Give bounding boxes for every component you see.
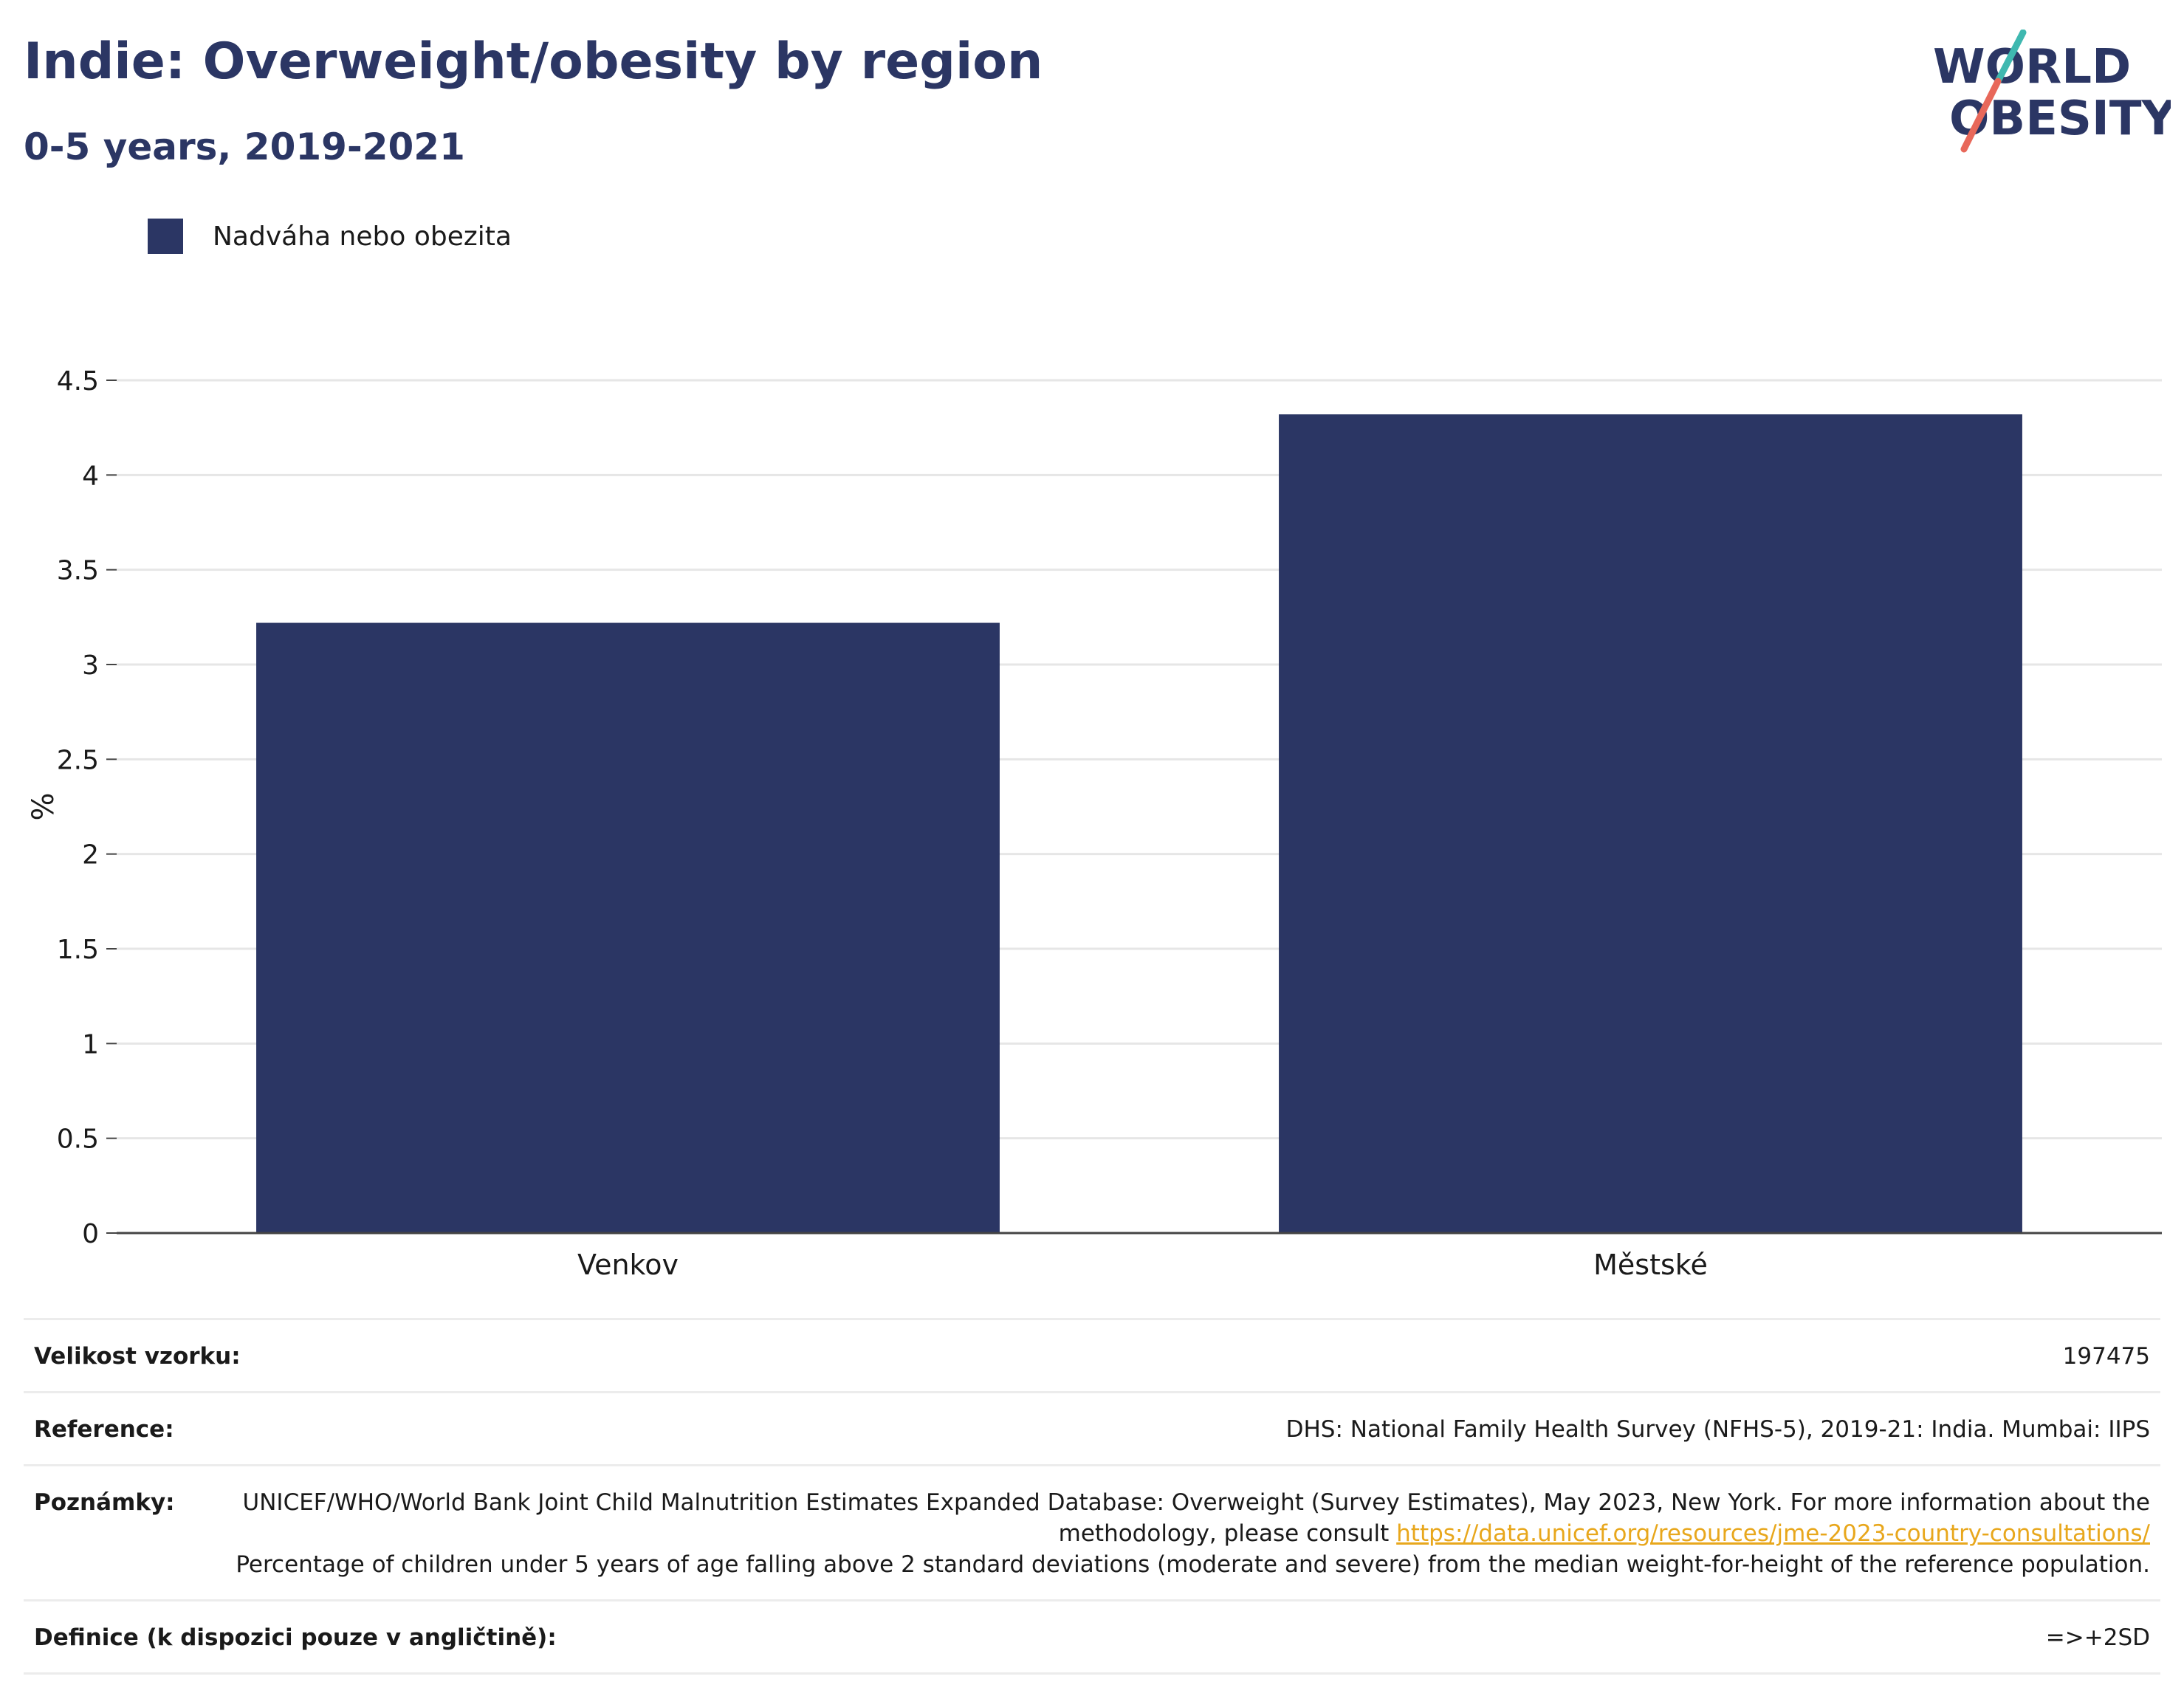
y-tick-label: 1.5 <box>57 935 99 965</box>
definition-label: Definice (k dispozici pouze v angličtině… <box>34 1624 557 1651</box>
logo-stroke-bottom <box>1960 78 2002 153</box>
notes-text-2: Percentage of children under 5 years of … <box>236 1551 2150 1578</box>
y-axis-title: % <box>27 792 61 820</box>
bar-chart: 0 0.5 1 1.5 2 2.5 3 3.5 4 4.5% Venkov Městské <box>27 366 2162 1281</box>
y-tick-label: 2 <box>82 840 99 871</box>
bar-venkov <box>256 622 1000 1233</box>
y-tick-label: 4 <box>82 461 99 491</box>
y-tick-label: 3.5 <box>57 556 99 586</box>
reference-label: Reference: <box>34 1416 174 1443</box>
legend-swatch <box>148 219 183 254</box>
y-tick-label: 2.5 <box>57 745 99 775</box>
info-table: Velikost vzorku: 197475 Reference: DHS: … <box>24 1318 2160 1675</box>
info-row-notes: Poznámky: UNICEF/WHO/World Bank Joint Ch… <box>24 1464 2160 1599</box>
reference-value: DHS: National Family Health Survey (NFHS… <box>1285 1416 2150 1443</box>
sample-label: Velikost vzorku: <box>34 1343 241 1370</box>
notes-text-1: UNICEF/WHO/World Bank Joint Child Malnut… <box>242 1489 2150 1547</box>
x-tick-label: Městské <box>1593 1249 1708 1281</box>
y-tick-label: 4.5 <box>57 366 99 396</box>
info-row-sample: Velikost vzorku: 197475 <box>24 1318 2160 1391</box>
legend-label: Nadváha nebo obezita <box>213 221 512 252</box>
y-tick-label: 3 <box>82 650 99 681</box>
y-tick-label: 1 <box>82 1029 99 1060</box>
world-obesity-logo: WORLD OBESITY <box>1933 30 2171 153</box>
bar-městské <box>1279 414 2022 1234</box>
page-subtitle: 0-5 years, 2019-2021 <box>24 126 465 168</box>
logo-text-world: WORLD <box>1933 40 2131 95</box>
page-title: Indie: Overweight/obesity by region <box>24 32 1043 91</box>
info-row-reference: Reference: DHS: National Family Health S… <box>24 1391 2160 1464</box>
sample-value: 197475 <box>2062 1343 2150 1370</box>
notes-link[interactable]: https://data.unicef.org/resources/jme-20… <box>1396 1520 2150 1547</box>
x-tick-label: Venkov <box>577 1249 679 1281</box>
chart-legend: Nadváha nebo obezita <box>148 219 512 254</box>
info-row-definition: Definice (k dispozici pouze v angličtině… <box>24 1599 2160 1675</box>
logo-stroke-top <box>1994 30 2027 85</box>
notes-label: Poznámky: <box>34 1489 175 1516</box>
y-tick-label: 0 <box>82 1219 99 1249</box>
y-tick-label: 0.5 <box>57 1125 99 1155</box>
notes-value: UNICEF/WHO/World Bank Joint Child Malnut… <box>205 1487 2150 1580</box>
definition-value: =>+2SD <box>2045 1624 2150 1651</box>
